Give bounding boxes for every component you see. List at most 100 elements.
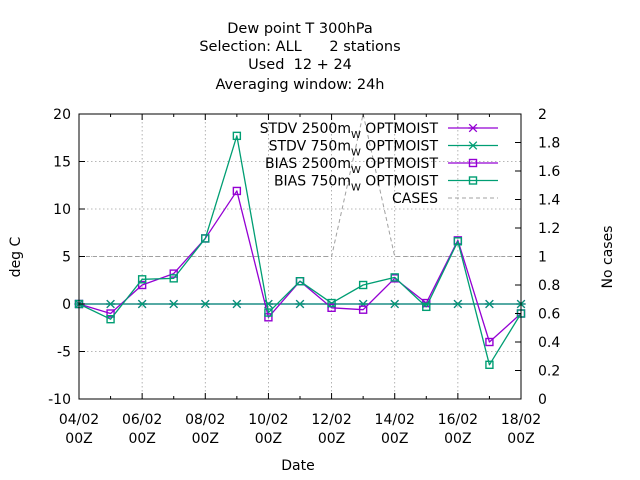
y-tick-label: 5 [62, 250, 71, 266]
series-2-point [358, 305, 368, 314]
y-tick-label: 15 [53, 155, 71, 171]
x-tick-label-date: 14/02 [375, 412, 415, 428]
title-line-1: Dew point T 300hPa [227, 21, 372, 37]
y2-axis-ticks: 0 0.2 0.4 0.6 0.8 1 1.2 1.4 1.6 1.8 2 [515, 107, 560, 408]
x-tick-label-hour: 00Z [381, 431, 408, 447]
y-axis-ticks: -10 -5 0 5 10 15 20 [48, 107, 85, 408]
x-tick-label-date: 10/02 [248, 412, 288, 428]
legend-label-1: STDV 750mW OPTMOIST [269, 139, 439, 159]
title-line-4: Averaging window: 24h [215, 77, 384, 93]
x-tick-label-hour: 00Z [65, 431, 92, 447]
series-1-point [105, 299, 116, 309]
series-3-point [137, 275, 147, 284]
legend-series-name: STDV 2500m [260, 121, 351, 137]
legend-label-3: BIAS 750mW OPTMOIST [274, 174, 438, 194]
legend-suffix: OPTMOIST [361, 156, 439, 172]
legend-marker-2 [468, 158, 478, 168]
x-tick-label-date: 04/02 [59, 412, 99, 428]
legend-subscript: W [351, 183, 361, 194]
legend-marker-1 [468, 141, 478, 150]
y2-tick-label: 1.4 [538, 193, 560, 209]
series-3-point [453, 237, 463, 246]
series-1-point [453, 299, 463, 309]
series-2-point [485, 337, 494, 347]
series-2-point [264, 313, 273, 322]
x-tick-label-date: 12/02 [311, 412, 351, 428]
series-3-point [390, 273, 399, 282]
x-axis-label: Date [281, 458, 314, 474]
x-tick-label-hour: 00Z [255, 431, 282, 447]
series-2-point [232, 186, 242, 196]
y2-tick-label: 0.6 [538, 307, 560, 323]
cases-series [79, 113, 521, 257]
x-tick-label-hour: 00Z [192, 431, 219, 447]
series-3-point [327, 298, 336, 308]
legend-suffix: OPTMOIST [361, 174, 439, 190]
series-2-point [106, 309, 115, 318]
y-tick-label: 10 [53, 202, 71, 218]
legend-marker-3 [468, 176, 478, 185]
series-1-point [295, 299, 305, 309]
legend-label-2: BIAS 2500mW OPTMOIST [265, 156, 438, 176]
y2-tick-label: 1.6 [538, 164, 560, 180]
x-tick-label-date: 06/02 [122, 412, 162, 428]
series-1-point [137, 299, 147, 309]
legend-label-4: CASES [392, 191, 438, 207]
title-line-2: Selection: ALL 2 stations [199, 39, 400, 55]
x-tick-label-date: 08/02 [185, 412, 225, 428]
series-3-point [106, 315, 115, 324]
title-line-3: Used 12 + 24 [248, 57, 352, 73]
legend-series-name: STDV 750m [269, 139, 351, 155]
x-tick-label-hour: 00Z [128, 431, 155, 447]
y-tick-label: 20 [53, 107, 71, 123]
series-line-2 [78, 190, 522, 343]
series-3-point [422, 302, 431, 312]
y-tick-label: 0 [62, 297, 71, 313]
legend-label-0: STDV 2500mW OPTMOIST [260, 121, 439, 141]
y2-tick-label: 1.2 [538, 221, 560, 237]
legend-marker-0 [468, 123, 478, 133]
y2-tick-label: 1.8 [538, 136, 560, 152]
y-tick-label: -5 [57, 345, 71, 361]
legend-subscript: W [351, 130, 361, 141]
x-tick-label-date: 16/02 [438, 412, 478, 428]
series-2-point [137, 280, 147, 290]
series-2-point [327, 303, 336, 312]
series-line-3 [78, 135, 522, 366]
x-tick-label-hour: 00Z [444, 431, 471, 447]
legend-series-name: CASES [392, 191, 438, 207]
y2-tick-label: 0.2 [538, 364, 560, 380]
y2-tick-label: 1 [538, 250, 547, 266]
x-tick-label-hour: 00Z [507, 431, 534, 447]
y2-axis-label: No cases [600, 226, 616, 289]
legend-series-name: BIAS 2500m [265, 156, 351, 172]
series-1-point [484, 299, 495, 309]
series-3-point [358, 280, 368, 290]
legend-suffix: OPTMOIST [361, 121, 439, 137]
y-tick-label: -10 [48, 392, 71, 408]
x-tick-label-hour: 00Z [318, 431, 345, 447]
y-axis-label: deg C [8, 236, 24, 277]
legend-subscript: W [351, 165, 361, 176]
y2-tick-label: 0 [538, 392, 547, 408]
series-line-4 [79, 113, 521, 257]
legend-series-name: BIAS 750m [274, 174, 351, 190]
chart-title: Dew point T 300hPa Selection: ALL 2 stat… [199, 21, 400, 93]
series-3-point [232, 131, 242, 141]
x-axis-ticks: 04/02 00Z 06/02 00Z 08/02 00Z 10/02 00Z 12/02 00Z… [59, 114, 541, 447]
series-3-point [264, 308, 273, 317]
series-1-point [169, 299, 179, 309]
series-3-point [295, 277, 305, 286]
series-3-point [485, 360, 494, 369]
y2-tick-label: 2 [538, 107, 547, 123]
series-3-point [201, 234, 210, 243]
legend-suffix: OPTMOIST [361, 139, 439, 155]
series-1-point [232, 299, 242, 309]
series-3-point [169, 274, 178, 283]
y2-tick-label: 0.4 [538, 335, 560, 351]
legend-subscript: W [351, 148, 361, 159]
series-1-point [390, 299, 400, 309]
